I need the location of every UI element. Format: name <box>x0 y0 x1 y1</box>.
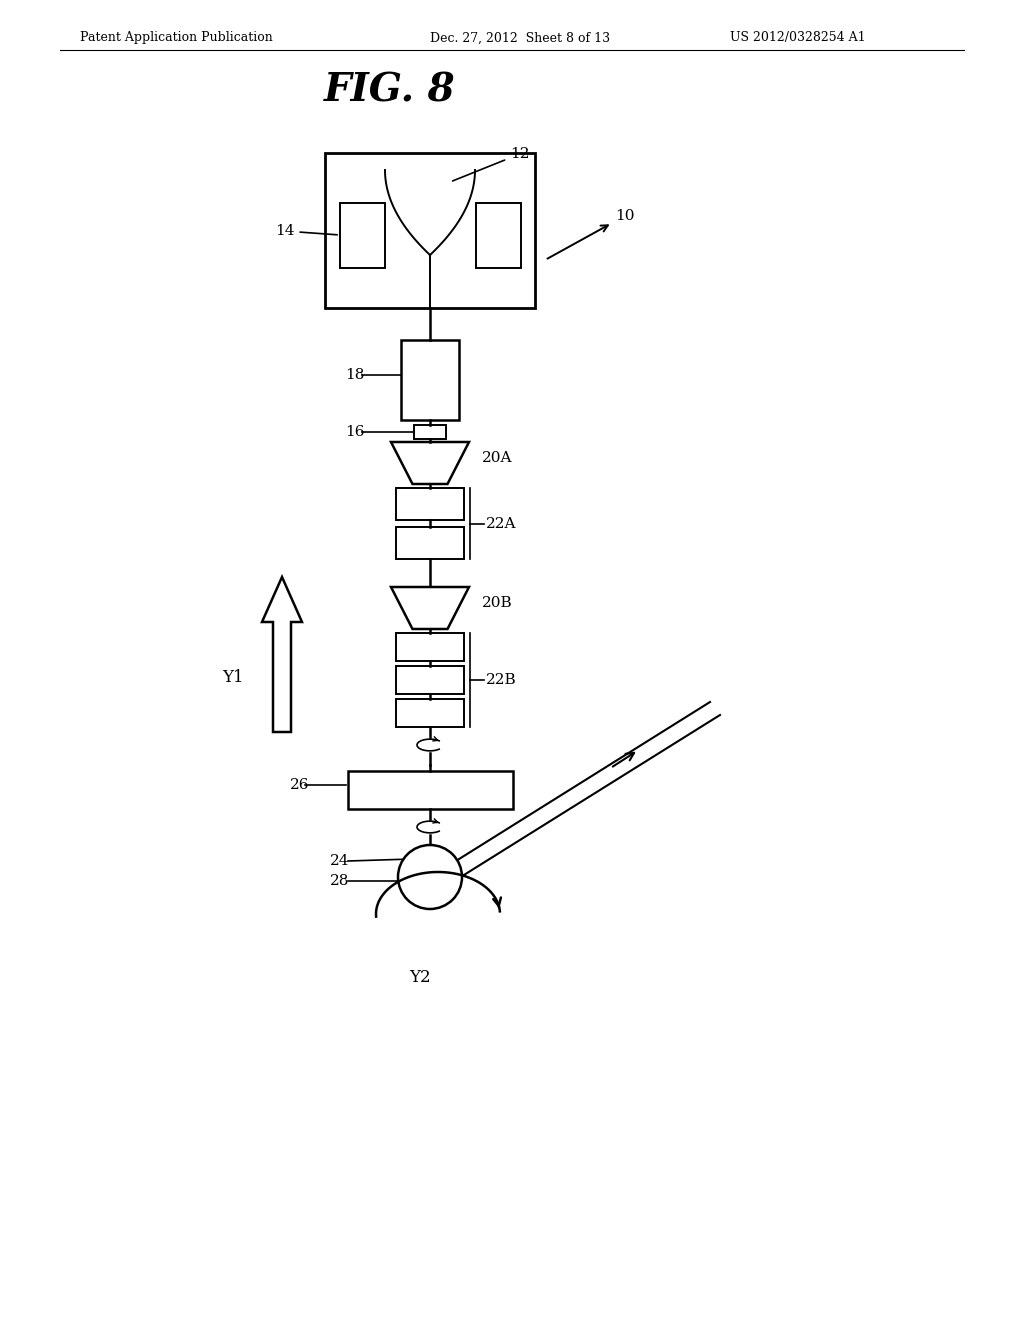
Text: Dec. 27, 2012  Sheet 8 of 13: Dec. 27, 2012 Sheet 8 of 13 <box>430 32 610 45</box>
Text: 22A: 22A <box>486 516 516 531</box>
Text: 24: 24 <box>330 854 349 869</box>
Text: 12: 12 <box>453 147 529 181</box>
Text: US 2012/0328254 A1: US 2012/0328254 A1 <box>730 32 865 45</box>
Text: 14: 14 <box>275 224 337 238</box>
Text: 16: 16 <box>345 425 365 440</box>
Polygon shape <box>391 442 469 484</box>
Bar <box>475 202 520 268</box>
Bar <box>401 341 459 420</box>
Text: 10: 10 <box>548 209 635 259</box>
Text: 20A: 20A <box>482 451 512 465</box>
Text: Y2: Y2 <box>410 969 431 986</box>
Circle shape <box>398 845 462 909</box>
Text: 20B: 20B <box>482 597 513 610</box>
Text: Y1: Y1 <box>222 668 244 685</box>
Text: Patent Application Publication: Patent Application Publication <box>80 32 272 45</box>
Bar <box>396 700 464 727</box>
Bar <box>396 527 464 558</box>
Bar <box>396 488 464 520</box>
Text: 26: 26 <box>290 777 309 792</box>
Bar <box>414 425 446 440</box>
Text: 18: 18 <box>345 368 365 381</box>
Text: 22B: 22B <box>486 673 517 686</box>
Text: 28: 28 <box>330 874 349 888</box>
Text: FIG. 8: FIG. 8 <box>325 71 456 110</box>
Polygon shape <box>262 577 302 733</box>
Bar <box>325 153 535 308</box>
Polygon shape <box>391 587 469 630</box>
Bar <box>347 771 512 809</box>
Bar <box>340 202 384 268</box>
Bar <box>396 634 464 661</box>
Bar <box>396 667 464 694</box>
